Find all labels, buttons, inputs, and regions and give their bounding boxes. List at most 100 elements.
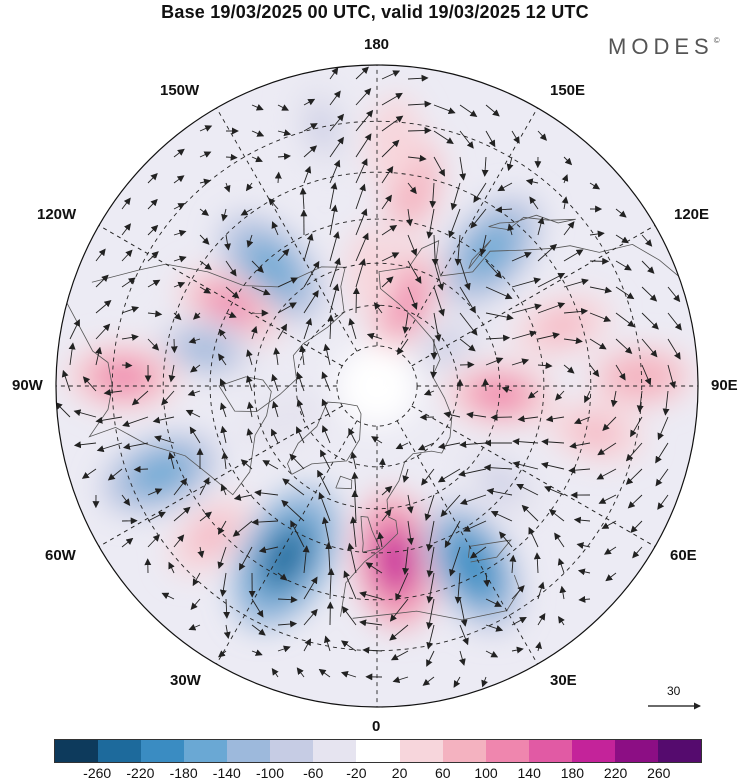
wind-arrow bbox=[485, 624, 504, 632]
wind-arrow bbox=[485, 312, 514, 321]
wind-arrow bbox=[511, 585, 525, 600]
wind-arrow bbox=[426, 572, 435, 604]
wind-arrow bbox=[433, 286, 445, 317]
wind-arrow bbox=[490, 510, 513, 522]
wind-arrow bbox=[277, 104, 289, 111]
wind-arrow bbox=[485, 357, 504, 366]
wind-arrow bbox=[563, 364, 575, 374]
wind-arrow bbox=[262, 460, 279, 470]
wind-arrow bbox=[433, 312, 442, 342]
wind-arrow bbox=[199, 151, 212, 158]
wind-arrow bbox=[240, 459, 253, 470]
wind-arrow bbox=[173, 203, 186, 210]
wind-arrow bbox=[598, 494, 617, 504]
wind-arrow bbox=[389, 624, 409, 641]
wind-arrow bbox=[641, 364, 652, 386]
wind-arrow bbox=[350, 451, 358, 470]
wind-arrow bbox=[239, 546, 253, 571]
wind-arrow bbox=[545, 415, 565, 423]
wind-arrow bbox=[563, 337, 583, 345]
wind-arrow bbox=[528, 526, 539, 548]
wind-arrow bbox=[535, 641, 542, 652]
wind-arrow bbox=[373, 302, 383, 314]
colorbar-swatch bbox=[141, 740, 185, 762]
colorbar-swatch bbox=[356, 740, 400, 762]
wind-arrow bbox=[548, 509, 565, 522]
anomaly-cell bbox=[132, 454, 188, 493]
wind-arrow bbox=[199, 511, 212, 522]
wind-arrow bbox=[485, 130, 496, 148]
label-lon-90w: 90W bbox=[12, 377, 43, 394]
wind-arrow bbox=[133, 465, 149, 473]
wind-arrow bbox=[147, 198, 158, 210]
label-lon-150e: 150E bbox=[550, 82, 586, 99]
wind-arrow bbox=[188, 623, 201, 631]
wind-arrow bbox=[521, 504, 539, 522]
wind-arrow bbox=[407, 234, 418, 257]
wind-arrow bbox=[437, 442, 461, 450]
wind-arrow bbox=[225, 311, 237, 319]
wind-arrow bbox=[433, 130, 454, 145]
wind-arrow bbox=[561, 196, 569, 210]
wind-arrow bbox=[121, 249, 133, 262]
wind-arrow bbox=[381, 139, 400, 158]
wind-arrow bbox=[170, 338, 178, 354]
wind-arrow bbox=[352, 287, 360, 314]
wind-arrow bbox=[459, 156, 467, 181]
wind-arrow bbox=[147, 251, 159, 262]
wind-arrow bbox=[318, 491, 331, 522]
wind-arrow bbox=[223, 624, 231, 639]
wind-arrow bbox=[217, 546, 227, 570]
wind-arrow bbox=[303, 145, 318, 158]
wind-arrow bbox=[95, 416, 123, 424]
coastline bbox=[287, 401, 362, 475]
wind-arrow bbox=[501, 386, 513, 394]
wind-arrow bbox=[199, 208, 209, 216]
wind-arrow bbox=[615, 234, 629, 244]
wind-arrow bbox=[329, 113, 345, 132]
latitude-circle bbox=[209, 218, 545, 554]
wind-arrow bbox=[406, 494, 414, 514]
meridian bbox=[98, 225, 343, 367]
wind-arrow bbox=[277, 645, 291, 653]
colorbar-tick-label: -260 bbox=[83, 765, 112, 781]
wind-arrow bbox=[589, 286, 613, 294]
wind-arrow bbox=[667, 312, 682, 331]
wind-arrow bbox=[485, 104, 500, 117]
wind-arrow bbox=[218, 353, 227, 366]
wind-arrow bbox=[218, 328, 227, 340]
wind-arrow bbox=[277, 572, 288, 581]
wind-arrow bbox=[537, 332, 560, 340]
wind-arrow bbox=[173, 148, 185, 158]
wind-arrow bbox=[298, 344, 306, 366]
wind-arrow bbox=[220, 483, 228, 496]
wind-arrow bbox=[667, 364, 677, 389]
colorbar-tick-label: -140 bbox=[212, 765, 241, 781]
wind-arrow bbox=[466, 411, 487, 419]
wind-arrow bbox=[555, 390, 565, 401]
wind-arrow bbox=[422, 676, 435, 686]
wind-arrow bbox=[355, 208, 368, 236]
wind-arrow bbox=[426, 520, 435, 552]
wind-arrow bbox=[68, 342, 76, 366]
colorbar-swatch bbox=[184, 740, 228, 762]
wind-arrow bbox=[188, 337, 201, 344]
wind-arrow bbox=[95, 346, 102, 366]
colorbar-tick-label: -20 bbox=[346, 765, 367, 781]
wind-arrow bbox=[426, 208, 435, 239]
meridian bbox=[216, 420, 358, 665]
coastline bbox=[488, 214, 576, 231]
wind-arrow bbox=[348, 427, 357, 444]
wind-arrow bbox=[511, 617, 527, 626]
wind-arrow bbox=[589, 182, 601, 190]
wind-arrow bbox=[589, 312, 612, 322]
wind-arrow bbox=[327, 568, 335, 600]
wind-arrow bbox=[615, 286, 635, 300]
wind-arrow bbox=[121, 223, 132, 236]
wind-arrow bbox=[378, 457, 386, 470]
wind-arrow bbox=[407, 126, 432, 134]
wind-arrow bbox=[355, 183, 366, 210]
wind-arrow bbox=[121, 361, 133, 369]
wind-arrow bbox=[554, 532, 565, 548]
wind-arrow bbox=[355, 232, 369, 262]
